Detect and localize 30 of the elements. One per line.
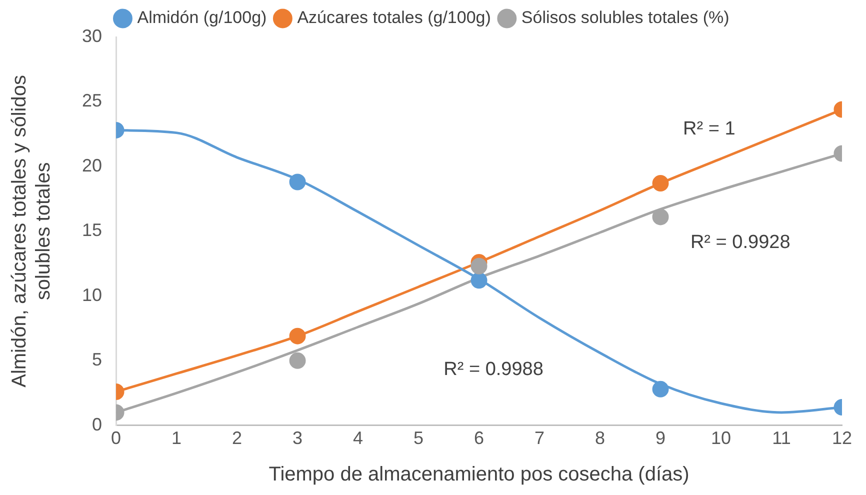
- y-tick-label: 5: [92, 350, 102, 370]
- x-tick-label: 1: [172, 428, 182, 448]
- y-tick-label: 0: [92, 414, 102, 434]
- point: [470, 258, 488, 274]
- x-tick-label: 7: [534, 428, 545, 448]
- x-tick-label: 11: [772, 428, 791, 448]
- y-tick-label: 10: [82, 284, 102, 305]
- x-tick-label: 6: [474, 428, 484, 448]
- annotation: R² = 0.9928: [690, 232, 790, 254]
- point: [470, 272, 488, 289]
- legend-label: Almidón (g/100g): [137, 8, 267, 28]
- y-tick-label: 30: [82, 26, 102, 46]
- x-tick-label: 9: [656, 428, 666, 448]
- annotation: R² = 0.9988: [444, 359, 544, 380]
- y-tick-label: 15: [82, 220, 102, 240]
- annotation: R² = 1: [683, 118, 736, 140]
- legend-label: Azúcares totales (g/100g): [297, 8, 491, 28]
- x-tick-label: 2: [232, 428, 242, 448]
- x-tick-label: 8: [595, 428, 606, 448]
- y-axis-title: Almidón, azúcares totales y sólidos solubles totales: [8, 75, 55, 388]
- x-tick-label: 5: [414, 428, 424, 448]
- x-tick-label: 10: [710, 428, 732, 448]
- x-tick-label: 12: [832, 428, 852, 448]
- legend-label: Sólisos solubles totales (%): [521, 8, 730, 28]
- x-tick-label: 3: [292, 428, 303, 448]
- x-axis-title: Tiempo de almacenamiento pos cosecha (días): [268, 464, 690, 486]
- y-tick-label: 20: [82, 155, 102, 176]
- x-tick-label: 0: [111, 428, 122, 448]
- y-tick-label: 25: [82, 90, 102, 111]
- x-tick-label: 4: [353, 428, 364, 448]
